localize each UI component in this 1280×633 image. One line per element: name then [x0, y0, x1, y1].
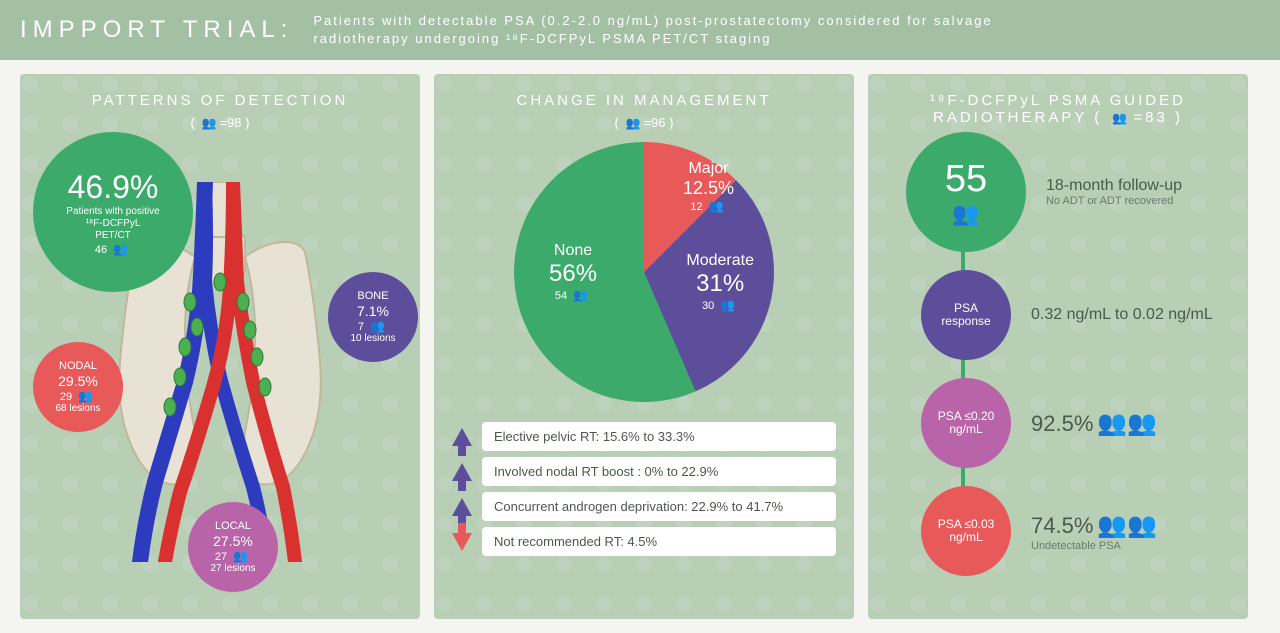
panel-detection: PATTERNS OF DETECTION ( =98 )	[20, 74, 420, 619]
panel2-n: ( =96 )	[452, 115, 836, 130]
pie-label-major: Major 12.5% 12	[683, 160, 734, 213]
people-icon	[110, 244, 131, 256]
mgmt-row: Involved nodal RT boost : 0% to 22.9%	[452, 457, 836, 486]
local-bubble: LOCAL 27.5% 27 27 lesions	[188, 502, 278, 592]
people-icon	[570, 290, 591, 302]
flow-item: 55👥 18-month follow-upNo ADT or ADT recov…	[906, 132, 1230, 252]
panel1-title: PATTERNS OF DETECTION	[38, 92, 402, 109]
people-icon	[622, 115, 643, 130]
mgmt-row: Concurrent androgen deprivation: 22.9% t…	[452, 492, 836, 521]
pie-label-moderate: Moderate 31% 30	[686, 252, 754, 312]
mgmt-text: Concurrent androgen deprivation: 22.9% t…	[482, 492, 836, 521]
nodal-bubble: NODAL 29.5% 29 68 lesions	[33, 342, 123, 432]
panels-row: PATTERNS OF DETECTION ( =98 )	[0, 60, 1280, 633]
main-bubble: 46.9% Patients with positive ¹⁸F-DCFPyL …	[33, 132, 193, 292]
anatomy-diagram: 46.9% Patients with positive ¹⁸F-DCFPyL …	[38, 142, 402, 572]
management-rows: Elective pelvic RT: 15.6% to 33.3% Involv…	[452, 422, 836, 556]
panel-radiotherapy: ¹⁸F-DCFPyL PSMA GUIDED RADIOTHERAPY ( =8…	[868, 74, 1248, 619]
flow-circle: PSA ≤0.03 ng/mL	[921, 486, 1011, 576]
mgmt-text: Elective pelvic RT: 15.6% to 33.3%	[482, 422, 836, 451]
flow-circle: PSA response	[921, 270, 1011, 360]
arrow-up-icon	[452, 463, 472, 481]
panel1-n: ( =98 )	[38, 115, 402, 130]
people-icon	[706, 201, 727, 213]
mgmt-text: Involved nodal RT boost : 0% to 22.9%	[482, 457, 836, 486]
people-icon	[717, 300, 738, 312]
flow-diagram: 55👥 18-month follow-upNo ADT or ADT recov…	[886, 132, 1230, 576]
arrow-up-icon	[452, 428, 472, 446]
flow-item: PSA ≤0.20 ng/mL 92.5%	[906, 378, 1230, 468]
flow-text: 92.5%	[1031, 409, 1157, 438]
pie-chart: None 56% 54 Major 12.5% 12 Moderate 31% …	[514, 142, 774, 402]
trial-title: IMPPORT TRIAL:	[20, 16, 293, 44]
panel-management: CHANGE IN MANAGEMENT ( =96 ) None 56% 54…	[434, 74, 854, 619]
mgmt-row: Elective pelvic RT: 15.6% to 33.3%	[452, 422, 836, 451]
people-icon	[75, 391, 96, 403]
flow-text: 18-month follow-upNo ADT or ADT recovere…	[1046, 177, 1182, 207]
people-icon	[1109, 109, 1133, 126]
trial-description: Patients with detectable PSA (0.2-2.0 ng…	[313, 12, 992, 48]
flow-text: 74.5% Undetectable PSA	[1031, 511, 1157, 552]
flow-item: PSA ≤0.03 ng/mL 74.5% Undetectable PSA	[906, 486, 1230, 576]
mgmt-row: Not recommended RT: 4.5%	[452, 527, 836, 556]
flow-text: 0.32 ng/mL to 0.02 ng/mL	[1031, 306, 1213, 324]
people-icon	[198, 115, 219, 130]
flow-item: PSA response 0.32 ng/mL to 0.02 ng/mL	[906, 270, 1230, 360]
arrow-up-icon	[452, 498, 472, 516]
panel2-title: CHANGE IN MANAGEMENT	[452, 92, 836, 109]
people-icon	[230, 551, 251, 563]
flow-circle: 55👥	[906, 132, 1026, 252]
bone-bubble: BONE 7.1% 7 10 lesions	[328, 272, 418, 362]
people-icon	[367, 321, 388, 333]
header-banner: IMPPORT TRIAL: Patients with detectable …	[0, 0, 1280, 60]
mgmt-text: Not recommended RT: 4.5%	[482, 527, 836, 556]
pie-label-none: None 56% 54	[549, 242, 597, 302]
flow-circle: PSA ≤0.20 ng/mL	[921, 378, 1011, 468]
arrow-down-icon	[452, 533, 472, 551]
panel3-title: ¹⁸F-DCFPyL PSMA GUIDED RADIOTHERAPY ( =8…	[886, 92, 1230, 126]
